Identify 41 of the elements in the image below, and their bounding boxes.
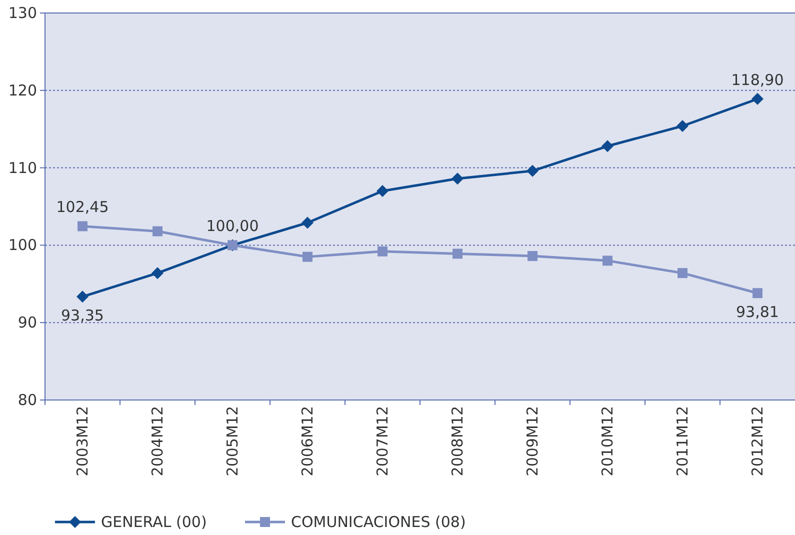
- legend-label: COMUNICACIONES (08): [291, 513, 466, 531]
- x-tick-label: 2008M12: [448, 406, 466, 476]
- data-label: 102,45: [56, 198, 109, 216]
- x-tick-label: 2005M12: [224, 406, 242, 476]
- x-tick-label: 2012M12: [748, 406, 766, 476]
- point: [602, 140, 614, 152]
- x-tick-label: 2003M12: [74, 406, 92, 476]
- point: [528, 251, 538, 262]
- x-tick-label: 2007M12: [374, 406, 392, 476]
- point: [78, 221, 88, 232]
- data-label: 93,35: [61, 306, 104, 325]
- point: [376, 185, 388, 198]
- point: [152, 226, 162, 236]
- point: [152, 267, 164, 280]
- point: [302, 252, 312, 262]
- y-tick-label: 120: [8, 81, 37, 100]
- point: [752, 288, 762, 298]
- data-label: 100,00: [206, 217, 259, 236]
- legend-label: GENERAL (00): [101, 513, 207, 531]
- data-label: 118,90: [731, 70, 784, 89]
- point: [302, 216, 314, 229]
- point: [452, 172, 464, 185]
- point: [602, 256, 612, 266]
- y-tick-label: 130: [8, 4, 37, 22]
- point: [452, 248, 462, 259]
- point: [76, 290, 88, 303]
- point: [678, 268, 688, 278]
- x-tick-label: 2009M12: [524, 406, 542, 476]
- point: [378, 246, 388, 256]
- point: [752, 92, 764, 105]
- x-tick-label: 2010M12: [598, 406, 616, 476]
- y-tick-label: 110: [8, 158, 37, 177]
- point: [526, 164, 538, 177]
- data-label: 93,81: [736, 303, 779, 322]
- point: [676, 120, 688, 132]
- y-tick-label: 100: [8, 236, 37, 254]
- x-tick-label: 2006M12: [298, 406, 316, 476]
- y-tick-label: 80: [18, 391, 37, 409]
- x-tick-label: 2004M12: [148, 406, 166, 476]
- x-tick-label: 2011M12: [674, 406, 692, 476]
- y-tick-label: 90: [18, 314, 37, 332]
